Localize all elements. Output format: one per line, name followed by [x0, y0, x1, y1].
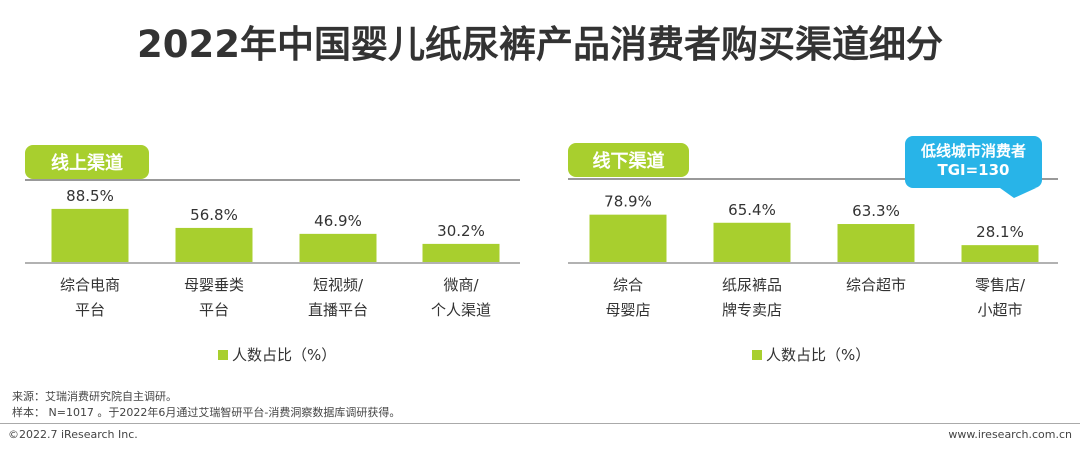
offline-category-label: 母婴店 — [605, 301, 650, 319]
online-channel-badge: 线上渠道 — [25, 145, 149, 179]
online-value-label: 88.5% — [66, 187, 114, 205]
online-legend-label: 人数占比（%） — [232, 346, 337, 364]
online-bar — [422, 243, 500, 262]
copyright: ©2022.7 iResearch Inc. — [8, 428, 138, 441]
online-bar — [175, 227, 253, 262]
online-category-label: 个人渠道 — [431, 301, 491, 319]
offline-value-label: 63.3% — [852, 202, 900, 220]
offline-value-label: 28.1% — [976, 223, 1024, 241]
online-bar — [51, 208, 129, 262]
offline-bar — [837, 224, 915, 262]
offline-bar — [713, 222, 791, 262]
online-panel-top-line — [25, 179, 520, 181]
online-legend: 人数占比（%） — [218, 344, 336, 365]
footer-divider — [0, 423, 1080, 424]
online-category-label: 直播平台 — [308, 301, 368, 319]
offline-legend-swatch — [752, 349, 762, 360]
offline-category-label: 零售店/ — [975, 276, 1026, 294]
tgi-callout-line2: TGI=130 — [937, 161, 1010, 179]
offline-category-label: 综合超市 — [846, 276, 906, 294]
online-category-label: 短视频/ — [313, 276, 364, 294]
online-legend-swatch — [218, 349, 228, 360]
offline-panel-top-line — [568, 178, 1058, 180]
tgi-callout-line1: 低线城市消费者 — [920, 142, 1026, 160]
offline-value-label: 78.9% — [604, 193, 652, 211]
online-bar — [299, 233, 377, 262]
online-category-label: 微商/ — [443, 276, 479, 294]
offline-category-label: 纸尿裤品 — [722, 276, 782, 294]
online-category-label: 母婴垂类 — [184, 276, 244, 294]
online-category-label: 平台 — [199, 301, 229, 319]
offline-category-label: 牌专卖店 — [722, 301, 782, 319]
tgi-callout: 低线城市消费者 TGI=130 — [905, 136, 1042, 188]
offline-bar — [589, 214, 667, 262]
online-value-label: 30.2% — [437, 222, 485, 240]
online-value-label: 46.9% — [314, 212, 362, 230]
offline-channel-badge: 线下渠道 — [568, 143, 689, 177]
offline-legend: 人数占比（%） — [752, 344, 870, 365]
offline-bar — [961, 245, 1039, 262]
page-title: 2022年中国婴儿纸尿裤产品消费者购买渠道细分 — [137, 23, 943, 66]
offline-value-label: 65.4% — [728, 201, 776, 219]
sample-note: 样本： N=1017 。于2022年6月通过艾瑞智研平台-消费洞察数据库调研获得… — [12, 406, 401, 419]
online-category-label: 综合电商 — [60, 276, 120, 294]
online-value-label: 56.8% — [190, 206, 238, 224]
source-note: 来源：艾瑞消费研究院自主调研。 — [12, 390, 177, 403]
website: www.iresearch.com.cn — [948, 428, 1072, 441]
tgi-callout-tail — [1000, 188, 1036, 198]
offline-legend-label: 人数占比（%） — [766, 346, 871, 364]
offline-category-label: 小超市 — [977, 301, 1022, 319]
offline-category-label: 综合 — [613, 276, 643, 294]
online-category-label: 平台 — [75, 301, 105, 319]
